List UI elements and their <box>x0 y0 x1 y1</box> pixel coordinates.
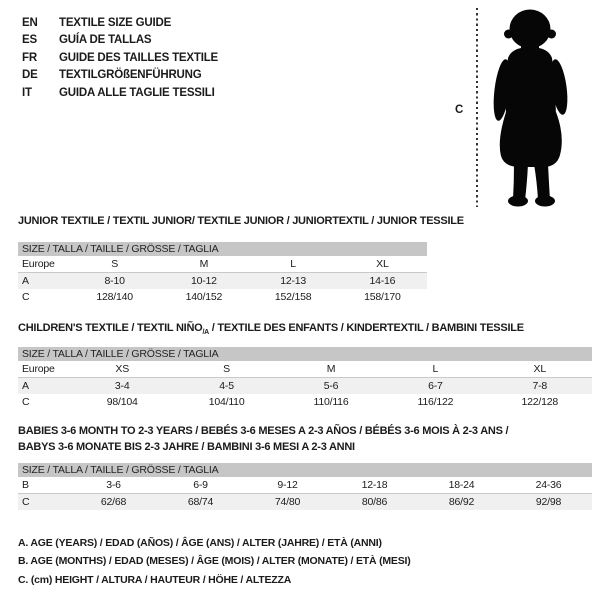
cell: 5-6 <box>278 377 384 394</box>
table-row-europe: Europe S M L XL <box>18 256 427 273</box>
cell: 68/74 <box>157 493 244 510</box>
cell: 12-18 <box>331 477 418 494</box>
height-measure-dotted-line <box>476 8 478 207</box>
table-row-a: A 8-10 10-12 12-13 14-16 <box>18 272 427 289</box>
cell: L <box>383 361 488 378</box>
row-label: C <box>18 493 70 510</box>
cell: 158/170 <box>364 291 401 303</box>
cell: 24-36 <box>505 477 592 494</box>
cell: 9-12 <box>244 477 331 494</box>
lang-title-it: GUIDA ALLE TAGLIE TESSILI <box>59 86 215 99</box>
lang-row-fr: FR GUIDE DES TAILLES TEXTILE <box>22 50 218 67</box>
babies-size-table: B 3-6 6-9 9-12 12-18 18-24 24-36 C 62/68… <box>18 477 592 510</box>
table-row-a: A 3-4 4-5 5-6 6-7 7-8 <box>18 377 592 394</box>
cell: 110/116 <box>313 396 349 408</box>
lang-code-en: EN <box>22 17 38 29</box>
row-label: C <box>22 291 30 303</box>
table-row-b: B 3-6 6-9 9-12 12-18 18-24 24-36 <box>18 477 592 494</box>
cell: 80/86 <box>331 493 418 510</box>
babies-title-line2: BABYS 3-6 MONATE BIS 2-3 JAHRE / BAMBINI… <box>18 440 355 453</box>
lang-code-es: ES <box>22 34 37 47</box>
lang-code-de: DE <box>22 69 38 82</box>
legend-line-a: A. AGE (YEARS) / EDAD (AÑOS) / ÂGE (ANS)… <box>18 537 382 549</box>
babies-table-title: BABIES 3-6 MONTH TO 2-3 YEARS / BEBÉS 3-… <box>18 424 509 455</box>
cell: 10-12 <box>159 272 249 289</box>
children-title-sub: /A <box>202 329 209 337</box>
language-title-list: EN TEXTILE SIZE GUIDE ES GUÍA DE TALLAS … <box>22 15 218 102</box>
lang-title-en: TEXTILE SIZE GUIDE <box>59 17 172 29</box>
children-table-title: CHILDREN'S TEXTILE / TEXTIL NIÑO/A / TEX… <box>18 322 524 336</box>
lang-title-fr: GUIDE DES TAILLES TEXTILE <box>59 51 218 64</box>
lang-code-it: IT <box>22 86 32 99</box>
children-title-post: / TEXTILE DES ENFANTS / KINDERTEXTIL / B… <box>208 322 524 334</box>
junior-size-table: Europe S M L XL A 8-10 10-12 12-13 14-16… <box>18 256 427 305</box>
row-label: Europe <box>18 256 70 273</box>
cell: 152/158 <box>274 291 312 303</box>
cell: 122/128 <box>521 396 559 408</box>
lang-title-es: GUÍA DE TALLAS <box>59 34 152 47</box>
cell: S <box>174 361 279 378</box>
cell: 4-5 <box>174 377 279 394</box>
cell: L <box>248 256 338 273</box>
row-label: Europe <box>18 361 70 378</box>
children-size-table: Europe XS S M L XL A 3-4 4-5 5-6 6-7 7-8… <box>18 361 592 410</box>
baby-silhouette-icon <box>493 9 568 207</box>
junior-table-title: JUNIOR TEXTILE / TEXTIL JUNIOR/ TEXTILE … <box>18 215 464 227</box>
cell: 3-4 <box>70 377 175 394</box>
children-size-header-bar: SIZE / TALLA / TAILLE / GRÖSSE / TAGLIA <box>18 347 592 361</box>
row-label: A <box>18 272 70 289</box>
cell: 3-6 <box>70 477 157 494</box>
cell: 98/104 <box>106 396 138 408</box>
lang-code-fr: FR <box>22 51 37 64</box>
cell: XL <box>337 256 427 273</box>
babies-size-header-bar: SIZE / TALLA / TAILLE / GRÖSSE / TAGLIA <box>18 463 592 477</box>
cell: 140/152 <box>185 291 223 303</box>
table-row-c: C 128/140 140/152 152/158 158/170 <box>18 289 427 305</box>
cell: XL <box>487 361 592 378</box>
lang-row-it: IT GUIDA ALLE TAGLIE TESSILI <box>22 85 218 102</box>
height-measure-label: C <box>455 104 464 116</box>
cell: S <box>70 256 160 273</box>
cell: 92/98 <box>505 493 592 510</box>
cell: M <box>159 256 249 273</box>
cell: 86/92 <box>418 493 505 510</box>
lang-title-de: TEXTILGRÖßENFÜHRUNG <box>59 69 202 82</box>
cell: M <box>278 361 384 378</box>
legend-line-b: B. AGE (MONTHS) / EDAD (MESES) / ÂGE (MO… <box>18 555 411 568</box>
cell: 128/140 <box>96 291 133 303</box>
table-row-europe: Europe XS S M L XL <box>18 361 592 378</box>
lang-row-de: DE TEXTILGRÖßENFÜHRUNG <box>22 67 218 84</box>
table-row-c: C 62/68 68/74 74/80 80/86 86/92 92/98 <box>18 493 592 510</box>
table-row-c: C 98/104 104/110 110/116 116/122 122/128 <box>18 394 592 410</box>
lang-row-es: ES GUÍA DE TALLAS <box>22 32 218 49</box>
junior-size-header-bar: SIZE / TALLA / TAILLE / GRÖSSE / TAGLIA <box>18 242 427 256</box>
cell: 6-9 <box>157 477 244 494</box>
cell: 74/80 <box>244 493 331 510</box>
children-title-pre: CHILDREN'S TEXTILE / TEXTIL NIÑO <box>18 322 203 334</box>
row-label: C <box>22 396 30 408</box>
cell: 62/68 <box>70 493 157 510</box>
row-label: B <box>18 477 70 494</box>
cell: 14-16 <box>337 272 427 289</box>
cell: 116/122 <box>417 396 454 408</box>
cell: 6-7 <box>383 377 488 394</box>
cell: 18-24 <box>418 477 505 494</box>
legend-line-c: C. (cm) HEIGHT / ALTURA / HAUTEUR / HÖHE… <box>18 573 292 586</box>
cell: 7-8 <box>487 377 592 394</box>
cell: 12-13 <box>248 272 338 289</box>
cell: 104/110 <box>208 396 245 408</box>
lang-row-en: EN TEXTILE SIZE GUIDE <box>22 15 218 32</box>
row-label: A <box>18 377 70 394</box>
measure-legend: A. AGE (YEARS) / EDAD (AÑOS) / ÂGE (ANS)… <box>18 534 411 589</box>
cell: 8-10 <box>70 272 160 289</box>
babies-title-line1: BABIES 3-6 MONTH TO 2-3 YEARS / BEBÉS 3-… <box>18 425 509 437</box>
cell: XS <box>70 361 175 378</box>
